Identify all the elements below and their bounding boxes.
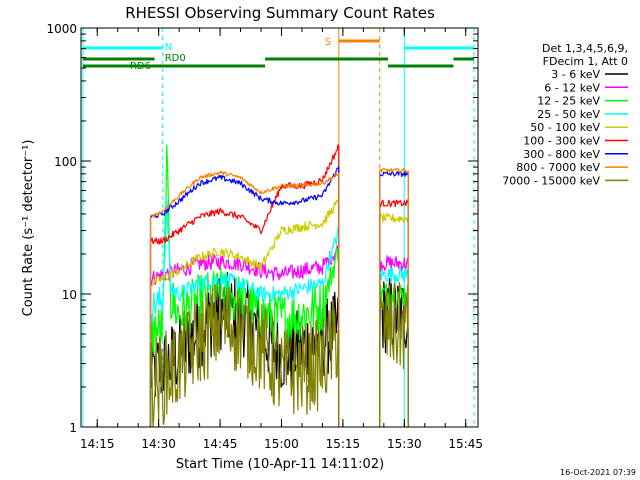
y-tick-label: 1000 [46, 22, 77, 36]
legend-label: 12 - 25 keV [537, 95, 600, 108]
legend-header-line-2: FDecim 1, Att 0 [543, 55, 628, 68]
legend-item: 12 - 25 keV [537, 95, 628, 108]
series-line-5 [149, 199, 409, 427]
legend-label: 3 - 6 keV [551, 68, 600, 81]
rd0-flag-label: RD0 [165, 53, 186, 64]
legend-label: 50 - 100 keV [530, 121, 600, 134]
y-axis-label: Count Rate (s⁻¹ detector⁻¹) [21, 140, 36, 317]
series-line-9 [149, 281, 409, 428]
night-flag-label: N [165, 42, 172, 53]
series-line-4 [149, 200, 409, 427]
timestamp: 16-Oct-2021 07:39 [560, 468, 636, 477]
y-tick-label: 1 [69, 421, 77, 435]
legend-header-line-1: Det 1,3,4,5,6,9, [542, 42, 628, 55]
y-tick-label: 10 [62, 288, 77, 302]
x-tick-label: 15:15 [326, 437, 361, 451]
y-tick-label: 100 [54, 155, 77, 169]
legend-label: 7000 - 15000 keV [502, 174, 600, 187]
x-tick-label: 15:00 [264, 437, 299, 451]
legend-item: 100 - 300 keV [523, 135, 628, 148]
legend-item: 800 - 7000 keV [516, 161, 628, 174]
legend-item: 300 - 800 keV [523, 148, 628, 161]
x-tick-label: 14:30 [141, 437, 176, 451]
x-tick-label: 15:30 [387, 437, 422, 451]
series-line-8 [149, 167, 409, 427]
legend-label: 25 - 50 keV [537, 108, 600, 121]
series-line-7 [149, 166, 409, 427]
legend-item: 6 - 12 keV [544, 81, 628, 94]
legend-label: 100 - 300 keV [523, 135, 600, 148]
x-axis-label: Start Time (10-Apr-11 14:11:02) [176, 457, 384, 472]
legend-item: 25 - 50 keV [537, 108, 628, 121]
x-tick-label: 15:45 [448, 437, 483, 451]
series-line-6 [149, 144, 409, 427]
plot-frame [80, 27, 479, 428]
saa-flag-label: S [325, 37, 331, 48]
legend-label: 6 - 12 keV [544, 81, 600, 94]
legend-item: 50 - 100 keV [530, 121, 628, 134]
rd6-flag-label: RD6 [130, 61, 151, 72]
legend-label: 800 - 7000 keV [516, 161, 600, 174]
x-tick-label: 14:15 [80, 437, 115, 451]
x-tick-label: 14:45 [203, 437, 238, 451]
legend-label: 300 - 800 keV [523, 148, 600, 161]
legend-item: 3 - 6 keV [551, 68, 628, 81]
chart-title: RHESSI Observing Summary Count Rates [125, 4, 435, 22]
plot-area: N S RD0 RD6 [82, 28, 475, 428]
legend-item: 7000 - 15000 keV [502, 174, 628, 187]
